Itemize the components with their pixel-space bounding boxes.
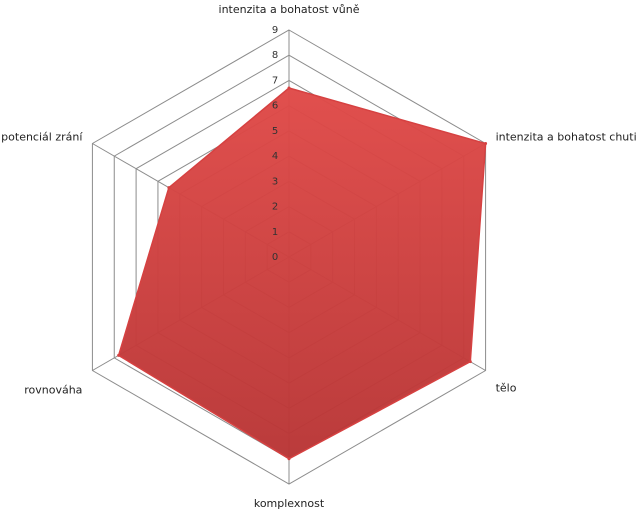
r-tick-label: 1	[272, 227, 278, 238]
r-tick-label: 6	[272, 101, 278, 112]
r-tick-label: 9	[272, 25, 278, 36]
r-tick-label: 3	[272, 176, 278, 187]
category-label: rovnováha	[24, 384, 82, 397]
data-point	[117, 353, 121, 357]
category-label: intenzita a bohatost chuti	[496, 131, 637, 144]
category-label: potenciál zrání	[1, 131, 83, 144]
data-point	[484, 142, 488, 145]
r-tick-label: 5	[272, 126, 278, 137]
category-label: tělo	[496, 382, 517, 395]
r-tick-label: 7	[272, 75, 278, 86]
data-point	[167, 186, 171, 190]
r-tick-label: 2	[272, 202, 278, 213]
series-area	[117, 87, 487, 460]
r-tick-label: 0	[272, 252, 278, 263]
data-point	[287, 86, 291, 90]
r-tick-label: 8	[272, 50, 278, 61]
data-point	[287, 457, 291, 461]
category-label: komplexnost	[254, 497, 325, 510]
data-point	[468, 360, 472, 364]
category-label: intenzita a bohatost vůně	[219, 3, 360, 16]
r-tick-label: 4	[272, 151, 278, 162]
